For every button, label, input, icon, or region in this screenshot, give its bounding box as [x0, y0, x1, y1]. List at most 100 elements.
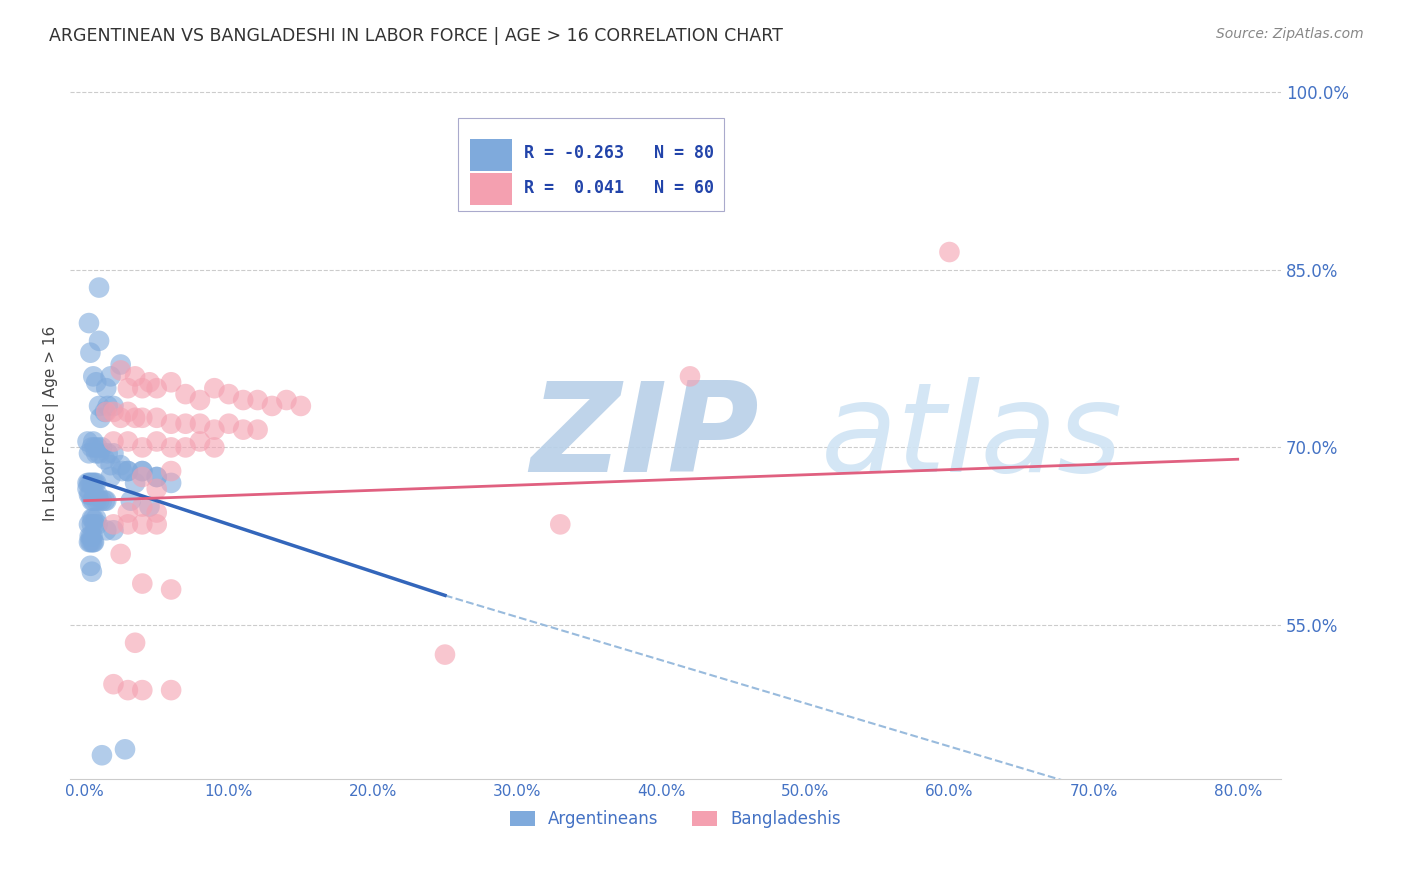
Point	[145, 482, 167, 496]
Point	[202, 441, 225, 455]
Point	[160, 417, 183, 431]
Point	[84, 475, 107, 490]
Point	[117, 464, 139, 478]
Point	[103, 446, 125, 460]
Point	[276, 392, 298, 407]
Point	[80, 535, 103, 549]
Point	[76, 482, 98, 496]
Point	[110, 410, 132, 425]
Point	[83, 475, 105, 490]
Point	[80, 493, 103, 508]
Text: ARGENTINEAN VS BANGLADESHI IN LABOR FORCE | AGE > 16 CORRELATION CHART: ARGENTINEAN VS BANGLADESHI IN LABOR FORC…	[49, 27, 783, 45]
Point	[111, 464, 134, 478]
Point	[938, 245, 960, 260]
Point	[145, 410, 167, 425]
Point	[91, 441, 114, 455]
Point	[145, 381, 167, 395]
Point	[188, 417, 211, 431]
Point	[79, 345, 101, 359]
Point	[83, 488, 105, 502]
Point	[138, 500, 160, 514]
Text: Source: ZipAtlas.com: Source: ZipAtlas.com	[1216, 27, 1364, 41]
Point	[76, 475, 98, 490]
Point	[87, 399, 110, 413]
Point	[124, 410, 146, 425]
Point	[160, 441, 183, 455]
Point	[103, 434, 125, 449]
Point	[110, 547, 132, 561]
Point	[117, 517, 139, 532]
Point	[80, 529, 103, 543]
Point	[94, 452, 117, 467]
Point	[77, 446, 100, 460]
Point	[87, 493, 110, 508]
Point	[79, 488, 101, 502]
Point	[124, 369, 146, 384]
Point	[91, 493, 114, 508]
Point	[87, 446, 110, 460]
Point	[160, 376, 183, 390]
Point	[124, 475, 146, 490]
Point	[94, 405, 117, 419]
Point	[131, 683, 153, 698]
Point	[145, 470, 167, 484]
Point	[131, 500, 153, 514]
Point	[80, 441, 103, 455]
Point	[160, 464, 183, 478]
Text: ZIP: ZIP	[530, 377, 759, 499]
Point	[79, 558, 101, 573]
Point	[77, 316, 100, 330]
Point	[232, 423, 254, 437]
Point	[91, 748, 114, 763]
Point	[174, 387, 197, 401]
Point	[246, 423, 269, 437]
Point	[103, 405, 125, 419]
Point	[246, 392, 269, 407]
Point	[83, 535, 105, 549]
Point	[232, 392, 254, 407]
Point	[83, 441, 105, 455]
Y-axis label: In Labor Force | Age > 16: In Labor Force | Age > 16	[44, 326, 59, 521]
Point	[83, 517, 105, 532]
Point	[131, 470, 153, 484]
Point	[138, 376, 160, 390]
Point	[77, 475, 100, 490]
Point	[131, 381, 153, 395]
Text: R = -0.263   N = 80: R = -0.263 N = 80	[524, 145, 714, 162]
Point	[188, 434, 211, 449]
Point	[202, 381, 225, 395]
Point	[82, 535, 104, 549]
Point	[188, 392, 211, 407]
Point	[82, 369, 104, 384]
Point	[124, 636, 146, 650]
Point	[145, 470, 167, 484]
Point	[79, 475, 101, 490]
Point	[117, 464, 139, 478]
Point	[76, 434, 98, 449]
Point	[80, 565, 103, 579]
Point	[117, 434, 139, 449]
Point	[80, 511, 103, 525]
Point	[82, 511, 104, 525]
Point	[80, 475, 103, 490]
Point	[160, 582, 183, 597]
Text: R =  0.041   N = 60: R = 0.041 N = 60	[524, 178, 714, 196]
Point	[77, 535, 100, 549]
Point	[160, 475, 183, 490]
Point	[77, 488, 100, 502]
Point	[89, 410, 111, 425]
Point	[97, 399, 120, 413]
Point	[80, 517, 103, 532]
Point	[97, 446, 120, 460]
Point	[82, 434, 104, 449]
Point	[84, 446, 107, 460]
Bar	[470, 173, 512, 205]
Point	[131, 441, 153, 455]
Point	[120, 493, 142, 508]
Point	[96, 405, 118, 419]
Point	[218, 417, 240, 431]
Point	[131, 517, 153, 532]
Point	[77, 517, 100, 532]
Point	[110, 458, 132, 472]
Point	[131, 576, 153, 591]
